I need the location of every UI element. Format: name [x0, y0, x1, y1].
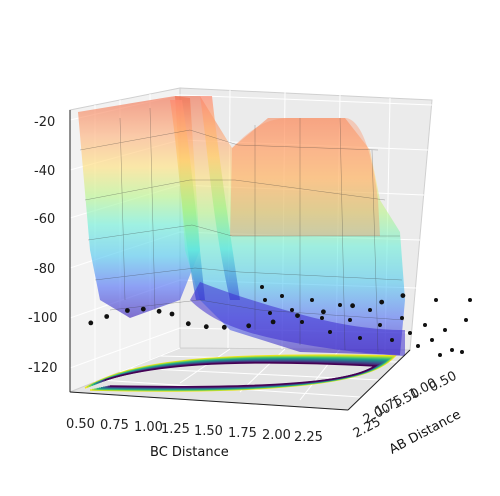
z-tick-label: -120	[28, 361, 58, 376]
x-tick-label: 1.75	[228, 426, 257, 441]
z-tick-label: -20	[34, 115, 55, 130]
x-tick-label: 2.00	[262, 428, 291, 443]
extra-trajectory-scatter	[260, 285, 472, 357]
x-tick-label: 1.25	[161, 422, 190, 437]
x-tick-labels: 0.50 0.75 1.00 1.25 1.50 1.75 2.00 2.25	[66, 417, 323, 445]
trajectory-point	[169, 311, 175, 317]
trajectory-point	[125, 308, 130, 313]
x-tick-label: 0.50	[66, 417, 95, 432]
trajectory-points	[88, 293, 406, 330]
trajectory-point	[270, 319, 276, 325]
z-tick-label: -40	[34, 164, 55, 179]
x-axis-label: BC Distance	[150, 445, 229, 460]
x-tick-label: 1.50	[194, 424, 223, 439]
trajectory-point	[321, 309, 326, 315]
x-tick-label: 2.25	[294, 430, 323, 445]
trajectory-point	[88, 320, 94, 326]
trajectory-point	[104, 314, 110, 319]
y-axis-label: AB Distance	[387, 407, 464, 457]
trajectory-point	[185, 321, 191, 327]
x-tick-label: 0.75	[100, 418, 129, 433]
trajectory-point	[203, 324, 209, 330]
trajectory-point	[379, 299, 385, 305]
trajectory-point	[221, 324, 227, 330]
axis-lines	[69, 110, 411, 411]
trajectory-point	[156, 308, 162, 314]
trajectory-point	[350, 303, 355, 309]
contour-projection	[84, 354, 397, 392]
trajectory-point	[246, 323, 252, 329]
trajectory-point	[400, 293, 406, 298]
z-tick-labels: -20 -40 -60 -80 -100 -120	[28, 115, 58, 376]
trajectory-point	[295, 313, 300, 318]
energy-surface	[78, 96, 405, 356]
trajectory-point	[140, 306, 146, 312]
contour-line	[104, 361, 378, 388]
z-tick-label: -60	[34, 212, 55, 227]
z-tick-label: -100	[28, 311, 58, 326]
x-tick-label: 1.00	[134, 420, 163, 435]
z-tick-label: -80	[34, 262, 55, 277]
